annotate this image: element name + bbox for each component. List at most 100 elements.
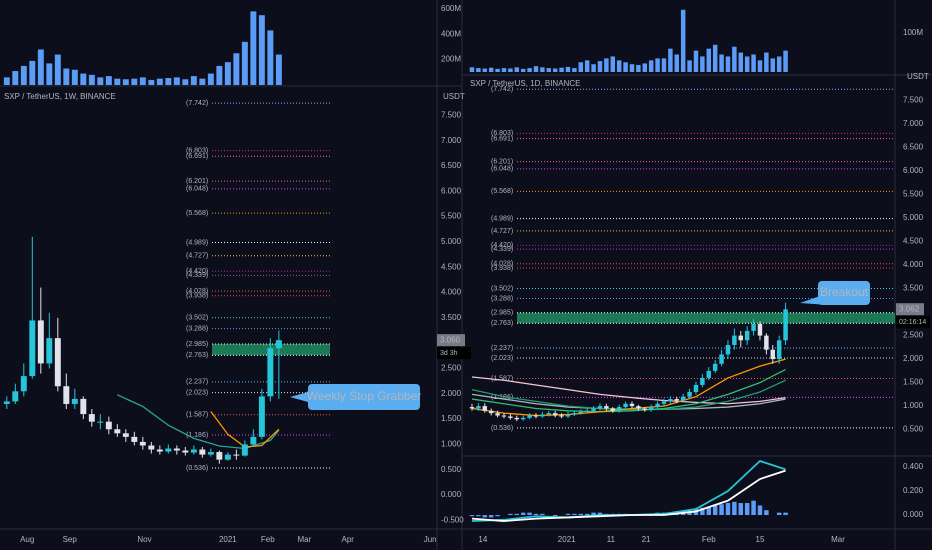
macd-histogram-bar (744, 503, 750, 516)
currency-label: USDT (907, 72, 929, 81)
macd-histogram-bar (520, 512, 526, 516)
candle-body (190, 449, 197, 453)
candle-body (173, 448, 180, 451)
macd-histogram-bar (476, 515, 481, 517)
candle-body (233, 454, 240, 456)
countdown-label: 02:16:14 (899, 319, 926, 326)
volume-bar (46, 63, 53, 85)
callout-text: Breakout (820, 285, 869, 299)
candle-body (156, 449, 163, 452)
candle-body (693, 384, 699, 393)
macd-histogram-bar (776, 512, 782, 516)
level-label: (7.742) (186, 100, 208, 107)
y-tick-label: 2.000 (903, 354, 924, 363)
macd-histogram-bar (540, 513, 545, 516)
candle-body (527, 415, 532, 418)
macd-histogram-bar (751, 500, 756, 516)
ma-line (471, 358, 786, 417)
volume-bar (552, 68, 558, 72)
level-zone (517, 312, 895, 324)
candle-body (559, 415, 564, 417)
y-tick-label: 0.500 (903, 425, 924, 434)
level-label: (4.420) (186, 268, 208, 275)
level-label: (2.237) (491, 345, 513, 352)
candle-body (88, 414, 95, 422)
chart-title: SXP / TetherUS, 1D, BINANCE (470, 79, 580, 88)
volume-bar (29, 60, 36, 85)
macd-histogram-bar (488, 515, 494, 518)
y-tick-label: 2.500 (441, 364, 462, 373)
level-label: (1.186) (186, 432, 208, 439)
x-tick-label: 21 (642, 535, 651, 544)
candle-body (476, 406, 481, 409)
macd-tick-label: 0.200 (903, 486, 924, 495)
y-tick-label: 3.500 (903, 284, 924, 293)
candle-body (552, 413, 558, 416)
candle-body (514, 417, 520, 420)
volume-bar (241, 41, 248, 85)
candle-body (501, 415, 507, 417)
volume-bar (71, 69, 78, 85)
macd-histogram-bar (565, 513, 571, 516)
volume-bar (584, 60, 590, 72)
price-tag (896, 303, 924, 316)
candle-body (97, 421, 104, 423)
callout (818, 281, 870, 305)
candle-body (46, 338, 53, 364)
candle-body (764, 335, 769, 350)
candle-body (732, 335, 737, 346)
candle-body (744, 330, 750, 341)
volume-bar (63, 68, 70, 85)
y-tick-label: 4.500 (903, 237, 924, 246)
candle-body (661, 401, 667, 404)
macd-histogram-bar (527, 512, 532, 516)
volume-bar (122, 79, 129, 85)
volume-bar (97, 77, 104, 85)
level-label: (6.803) (186, 147, 208, 154)
y-tick-label: 1.000 (903, 401, 924, 410)
level-label: (4.989) (186, 239, 208, 246)
candle-body (687, 392, 692, 397)
y-tick-label: 5.000 (903, 213, 924, 222)
macd-histogram-bar (552, 515, 558, 517)
volume-bar (674, 54, 680, 72)
volume-bar (501, 68, 507, 72)
candle-body (776, 340, 782, 360)
candle-body (584, 410, 590, 412)
volume-bar (725, 56, 731, 72)
macd-histogram-bar (725, 503, 731, 516)
candle-body (275, 340, 282, 349)
volume-bar (190, 76, 197, 85)
level-label: (3.502) (186, 315, 208, 322)
candle-body (267, 348, 274, 397)
candle-body (139, 441, 146, 446)
volume-bar (165, 78, 172, 85)
macd-histogram-bar (514, 513, 520, 516)
candle-body (508, 416, 513, 418)
volume-bar (88, 74, 95, 85)
candle-body (655, 403, 660, 408)
candle-body (706, 370, 712, 378)
level-label: (2.023) (491, 355, 513, 362)
volume-tick-label: 600M (441, 4, 461, 13)
level-label: (7.742) (491, 86, 513, 93)
volume-bar (623, 62, 628, 72)
macd-histogram-bar (584, 513, 590, 516)
y-tick-label: -0.500 (441, 516, 464, 525)
y-tick-label: 0.000 (441, 490, 462, 499)
level-label: (2.985) (186, 341, 208, 348)
y-tick-label: 0.500 (441, 465, 462, 474)
volume-bar (719, 54, 724, 72)
y-tick-label: 2.000 (441, 389, 462, 398)
y-tick-label: 4.000 (903, 260, 924, 269)
y-tick-label: 3.500 (441, 313, 462, 322)
candle-body (469, 407, 475, 409)
candle-body (738, 335, 744, 341)
candle-body (648, 407, 654, 410)
macd-histogram-bar (469, 515, 475, 517)
candle-body (63, 386, 70, 404)
ma-line (471, 379, 786, 411)
